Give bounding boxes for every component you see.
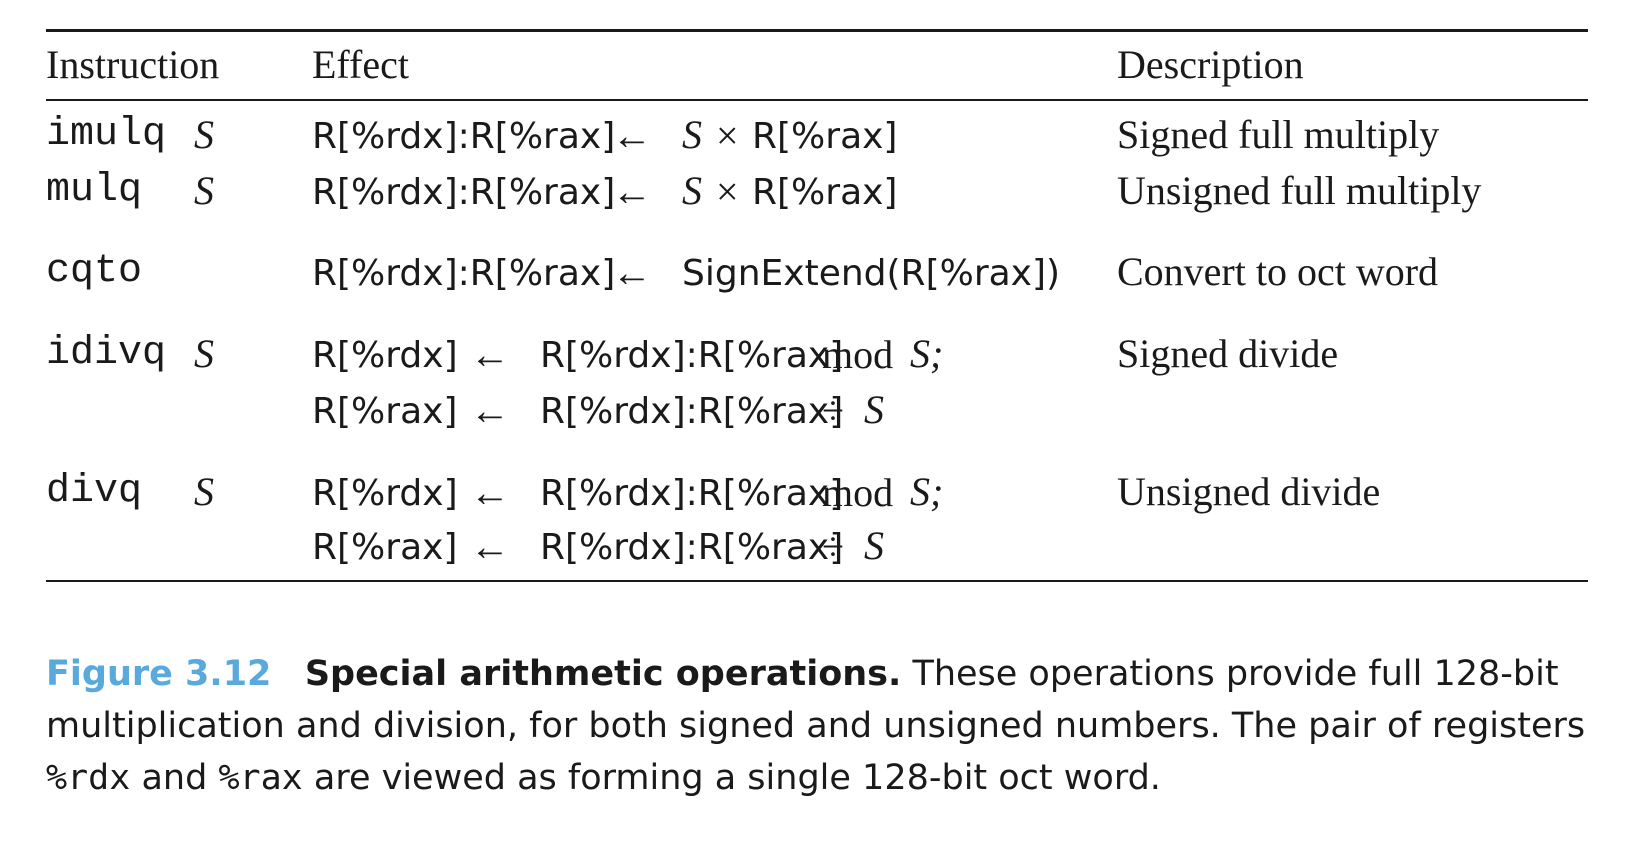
effect-source: R[%rax] (752, 172, 898, 213)
effect-operator: ÷ (822, 524, 844, 569)
instruction-name: idivq (46, 331, 167, 376)
effect-source: SignExtend(R[%rax]) (682, 253, 1061, 294)
effect-destination: R[%rdx]:R[%rax] (312, 116, 616, 157)
effect-operator: ÷ (822, 388, 844, 433)
effect-operand: S (864, 523, 884, 568)
effect-operator: mod (822, 470, 894, 515)
instruction-name: imulq (46, 112, 167, 157)
instruction-name: mulq (46, 168, 143, 213)
figure-number: Figure 3.12 (46, 654, 272, 694)
effect-operand: S; (910, 331, 944, 376)
effect-destination: R[%rdx]:R[%rax] (312, 253, 616, 294)
effect-source: R[%rdx]:R[%rax] (540, 527, 844, 568)
effect-operator: × (716, 169, 739, 214)
effect-operand: S (682, 168, 702, 213)
effect-arrow: ← (612, 113, 652, 158)
effect-destination: R[%rax] (312, 391, 458, 432)
instruction-operand: S (194, 469, 214, 514)
effect-arrow: ← (470, 524, 510, 569)
caption-text: and (141, 758, 208, 798)
header-description: Description (1117, 42, 1304, 87)
table-bottom-rule (46, 580, 1588, 582)
effect-source: R[%rdx]:R[%rax] (540, 391, 844, 432)
header-instruction: Instruction (46, 42, 220, 87)
effect-operand: S; (910, 469, 944, 514)
header-effect: Effect (312, 42, 409, 87)
instruction-operand: S (194, 331, 214, 376)
effect-destination: R[%rdx]:R[%rax] (312, 172, 616, 213)
effect-operand: S (682, 112, 702, 157)
figure-title: Special arithmetic operations. (304, 654, 902, 694)
effect-source: R[%rax] (752, 116, 898, 157)
instruction-operand: S (194, 112, 214, 157)
instruction-operand: S (194, 168, 214, 213)
effect-source: R[%rdx]:R[%rax] (540, 335, 844, 376)
instruction-name: cqto (46, 249, 143, 294)
effect-arrow: ← (470, 470, 510, 515)
figure-caption: Figure 3.12 Special arithmetic operation… (46, 648, 1606, 804)
effect-arrow: ← (470, 388, 510, 433)
caption-register: %rdx (46, 758, 131, 798)
effect-destination: R[%rax] (312, 527, 458, 568)
effect-destination: R[%rdx] (312, 335, 458, 376)
effect-arrow: ← (612, 169, 652, 214)
effect-source: R[%rdx]:R[%rax] (540, 473, 844, 514)
effect-operand: S (864, 387, 884, 432)
instruction-description: Signed full multiply (1117, 112, 1440, 157)
caption-register: %rax (218, 758, 303, 798)
instruction-description: Unsigned full multiply (1117, 168, 1482, 213)
instruction-name: divq (46, 469, 143, 514)
instruction-description: Convert to oct word (1117, 249, 1439, 294)
effect-destination: R[%rdx] (312, 473, 458, 514)
instruction-description: Signed divide (1117, 331, 1339, 376)
caption-text: These operations provide full 128-bit mu… (46, 654, 1586, 746)
table-header-rule (46, 99, 1588, 101)
effect-arrow: ← (470, 332, 510, 377)
effect-operator: × (716, 113, 739, 158)
effect-operator: mod (822, 332, 894, 377)
effect-arrow: ← (612, 250, 652, 295)
caption-text: are viewed as forming a single 128-bit o… (313, 758, 1161, 798)
table-top-rule (46, 29, 1588, 32)
instruction-description: Unsigned divide (1117, 469, 1381, 514)
